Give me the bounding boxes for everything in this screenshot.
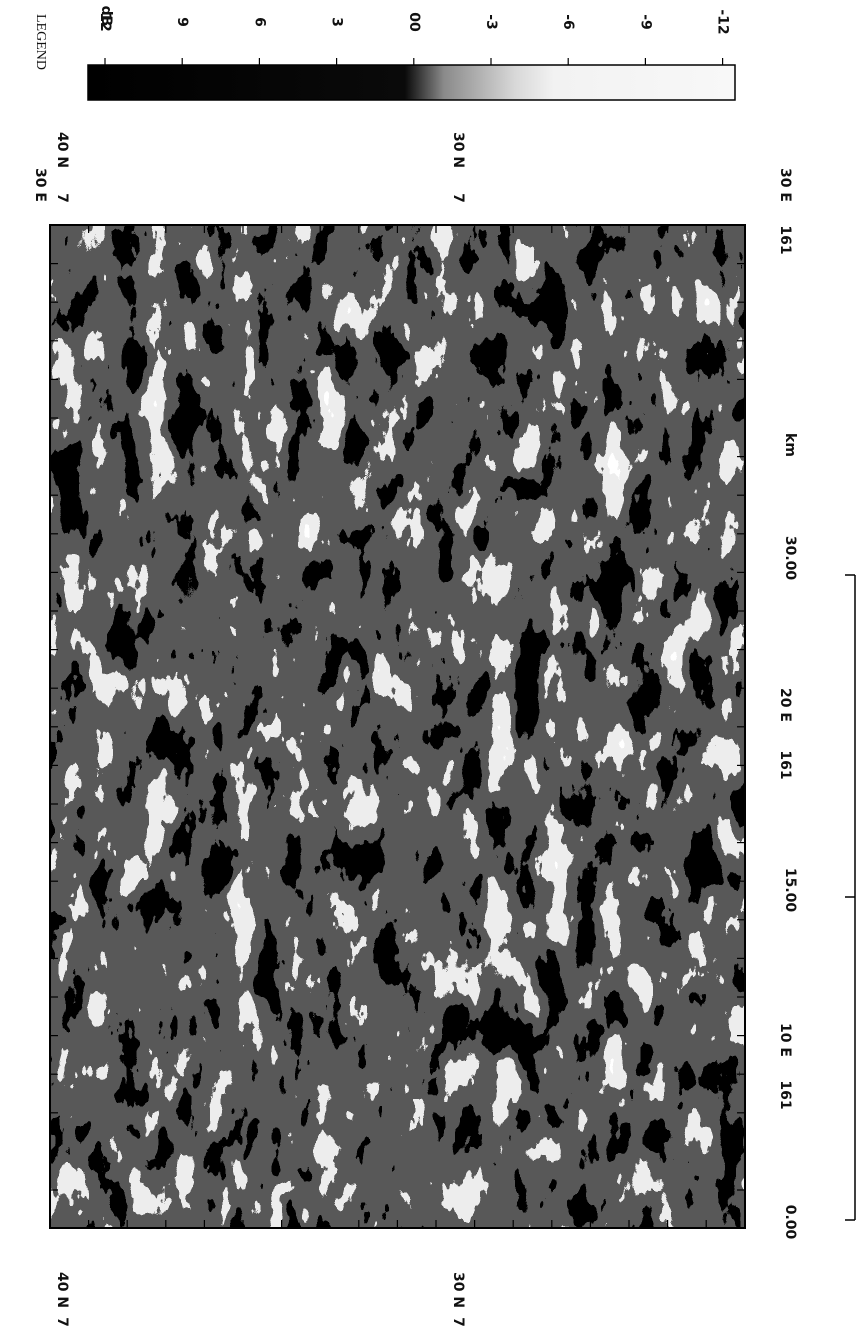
map-grid-label: 161 [777,1080,793,1109]
legend-tick-label: 3 [329,17,345,27]
legend-ticks [104,58,724,65]
map-grid-label: 20 E [777,688,793,722]
map-grid-label: 30 N [450,132,466,168]
legend-tick-label: 9 [174,17,190,27]
legend-tick-label: -12 [715,9,731,34]
map-grid-label: 7 [450,193,466,203]
scale-unit: km [782,433,798,457]
map-grid-label: 30 N [450,1272,466,1308]
legend-tick-label: -6 [560,14,576,30]
map-grid-label: 7 [54,1317,70,1327]
map-grid-label: 7 [450,1317,466,1327]
legend-tick-label: 6 [251,17,267,27]
scale-label: 15.00 [782,868,798,913]
color-bar [87,64,736,101]
scale-label: 0.00 [782,1205,798,1240]
legend-unit: dB [98,6,114,27]
scale-label: 30.00 [782,536,798,581]
map-grid-label: 30 E [32,168,48,202]
legend-tick-label: 00 [406,12,422,32]
legend-tick-label: -3 [483,14,499,30]
scale-bar [845,574,856,1221]
legend-tick-label: 12 [97,12,113,31]
legend-title: LEGEND [33,14,48,70]
map-grid-label: 161 [777,750,793,779]
map-grid-label: 40 N [54,1272,70,1308]
legend-tick-label: -9 [637,14,653,30]
map-grid-label: 10 E [777,1023,793,1057]
map-grid-label: 30 E [777,168,793,202]
backscatter-image [50,225,745,1228]
map-grid-label: 7 [54,193,70,203]
frame-ticks [50,225,746,1228]
map-grid-label: 161 [777,225,793,254]
map-grid-label: 40 N [54,132,70,168]
